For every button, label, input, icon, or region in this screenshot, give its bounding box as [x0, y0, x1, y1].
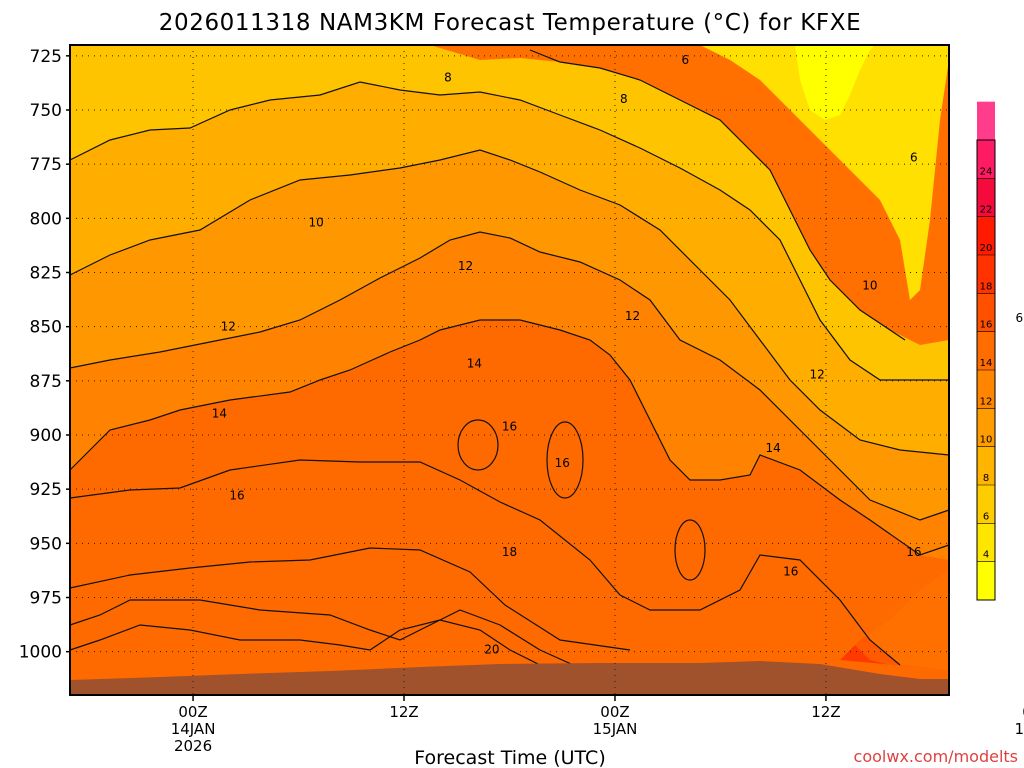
colorbar-swatch: [977, 370, 995, 409]
contour-16-island-b: [457, 419, 499, 471]
contour-label: 12: [458, 259, 473, 273]
contour-labels: 8 6 8 6 10 12 12 10 6 12 14 12 14 16 16 14 16 18 16 16 20: [212, 53, 1023, 656]
colorbar: 4 6 8 10 12 14 16 18 20 22 24: [976, 101, 996, 601]
contour-lines: [69, 49, 950, 669]
x-tick-label: 15JAN: [593, 720, 638, 738]
y-tick-label: 975: [30, 589, 62, 609]
plot-area: [69, 45, 950, 695]
contour-label: 12: [221, 320, 236, 334]
colorbar-swatch: [977, 446, 995, 485]
y-tick-label: 1000: [19, 643, 62, 663]
contour-label: 6: [910, 151, 918, 165]
x-tick-label: 00Z: [600, 703, 629, 721]
terrain: [70, 661, 949, 695]
colorbar-swatch: [977, 178, 995, 217]
colorbar-swatch: [977, 101, 995, 140]
contour-20: [69, 599, 581, 669]
colorbar-tick-label: 18: [980, 281, 993, 292]
contour-label: 6: [681, 53, 689, 67]
band-4-6: [700, 45, 949, 300]
contour-label: 14: [467, 357, 482, 371]
contour-label: 20: [484, 643, 499, 657]
contour-label: 18: [502, 545, 517, 559]
colorbar-tick-label: 22: [980, 205, 993, 216]
contour-label: 8: [444, 71, 452, 85]
y-tick-label: 850: [30, 318, 62, 338]
contour-16-island-c: [674, 519, 706, 581]
colorbar-swatch: [977, 331, 995, 370]
x-tick-label: 12Z: [811, 703, 840, 721]
gridlines: [70, 45, 949, 695]
x-axis: 00Z14JAN202612Z00Z15JAN12Z00Z16JAN: [171, 695, 1024, 755]
y-tick-label: 725: [30, 47, 62, 67]
plot-frame: [69, 44, 950, 696]
y-tick-label: 750: [30, 101, 62, 121]
contour-14: [69, 319, 950, 556]
contour-label: 12: [810, 367, 825, 381]
colorbar-swatch: [977, 408, 995, 447]
colorbar-tick-label: 20: [980, 243, 993, 254]
colorbar-tick-label: 24: [980, 166, 993, 177]
contour-label: 16: [502, 419, 517, 433]
contour-label: 14: [766, 441, 781, 455]
colorbar-swatch: [977, 140, 995, 179]
contour-18: [69, 547, 631, 651]
colorbar-tick-label: 16: [980, 320, 993, 331]
contour-16-island: [546, 421, 584, 499]
contour-label: 14: [212, 406, 227, 420]
contour-label: 12: [625, 309, 640, 323]
colorbar-tick-label: 10: [980, 435, 993, 446]
colorbar-tick-label: 12: [980, 396, 993, 407]
x-tick-label: 16JAN: [1015, 720, 1024, 738]
contour-16: [69, 459, 901, 666]
contour-label: 6: [1015, 311, 1023, 325]
y-tick-label: 950: [30, 534, 62, 554]
chart-title: 2026011318 NAM3KM Forecast Temperature (…: [159, 10, 862, 36]
band-2-4: [795, 45, 875, 120]
band-10-12: [70, 150, 949, 520]
y-tick-label: 875: [30, 372, 62, 392]
colorbar-swatch: [977, 561, 995, 600]
band-14-16: [70, 320, 949, 695]
x-tick-label: 00Z: [178, 703, 207, 721]
colorbar-swatch: [977, 523, 995, 562]
contour-22: [69, 619, 541, 666]
x-tick-label: 12Z: [389, 703, 418, 721]
x-tick-label: 14JAN: [171, 720, 216, 738]
contour-12: [69, 231, 950, 521]
y-tick-label: 900: [30, 426, 62, 446]
contour-6: [529, 49, 906, 341]
band-6-8: [70, 45, 949, 380]
contour-8: [69, 81, 949, 381]
colorbar-swatch: [977, 216, 995, 255]
colorbar-swatch: [977, 293, 995, 332]
contour-label: 8: [620, 92, 628, 106]
y-tick-label: 800: [30, 209, 62, 229]
x-axis-label: Forecast Time (UTC): [414, 747, 605, 768]
contour-label: 10: [308, 216, 323, 230]
contour-label: 10: [862, 279, 877, 293]
colorbar-tick-label: 6: [983, 511, 989, 522]
colorbar-tick-label: 8: [983, 473, 989, 484]
y-tick-label: 775: [30, 155, 62, 175]
band-8-10: [70, 82, 949, 455]
y-tick-label: 925: [30, 480, 62, 500]
contour-10: [69, 149, 950, 456]
colorbar-swatch: [977, 485, 995, 524]
contour-label: 16: [783, 565, 798, 579]
y-tick-label: 825: [30, 264, 62, 284]
contour-label: 16: [906, 545, 921, 559]
y-axis: 725 750 775 800 825 850 875 900 925 950 975 1000: [19, 47, 70, 663]
colorbar-tick-label: 4: [983, 550, 989, 561]
x-tick-label: 00Z: [1022, 703, 1024, 721]
contour-label: 16: [229, 489, 244, 503]
contour-label: 16: [555, 456, 570, 470]
x-tick-label: 2026: [174, 737, 212, 755]
credit-text: coolwx.com/modelts: [854, 747, 1018, 766]
colorbar-tick-label: 14: [980, 358, 993, 369]
colorbar-swatch: [977, 255, 995, 294]
